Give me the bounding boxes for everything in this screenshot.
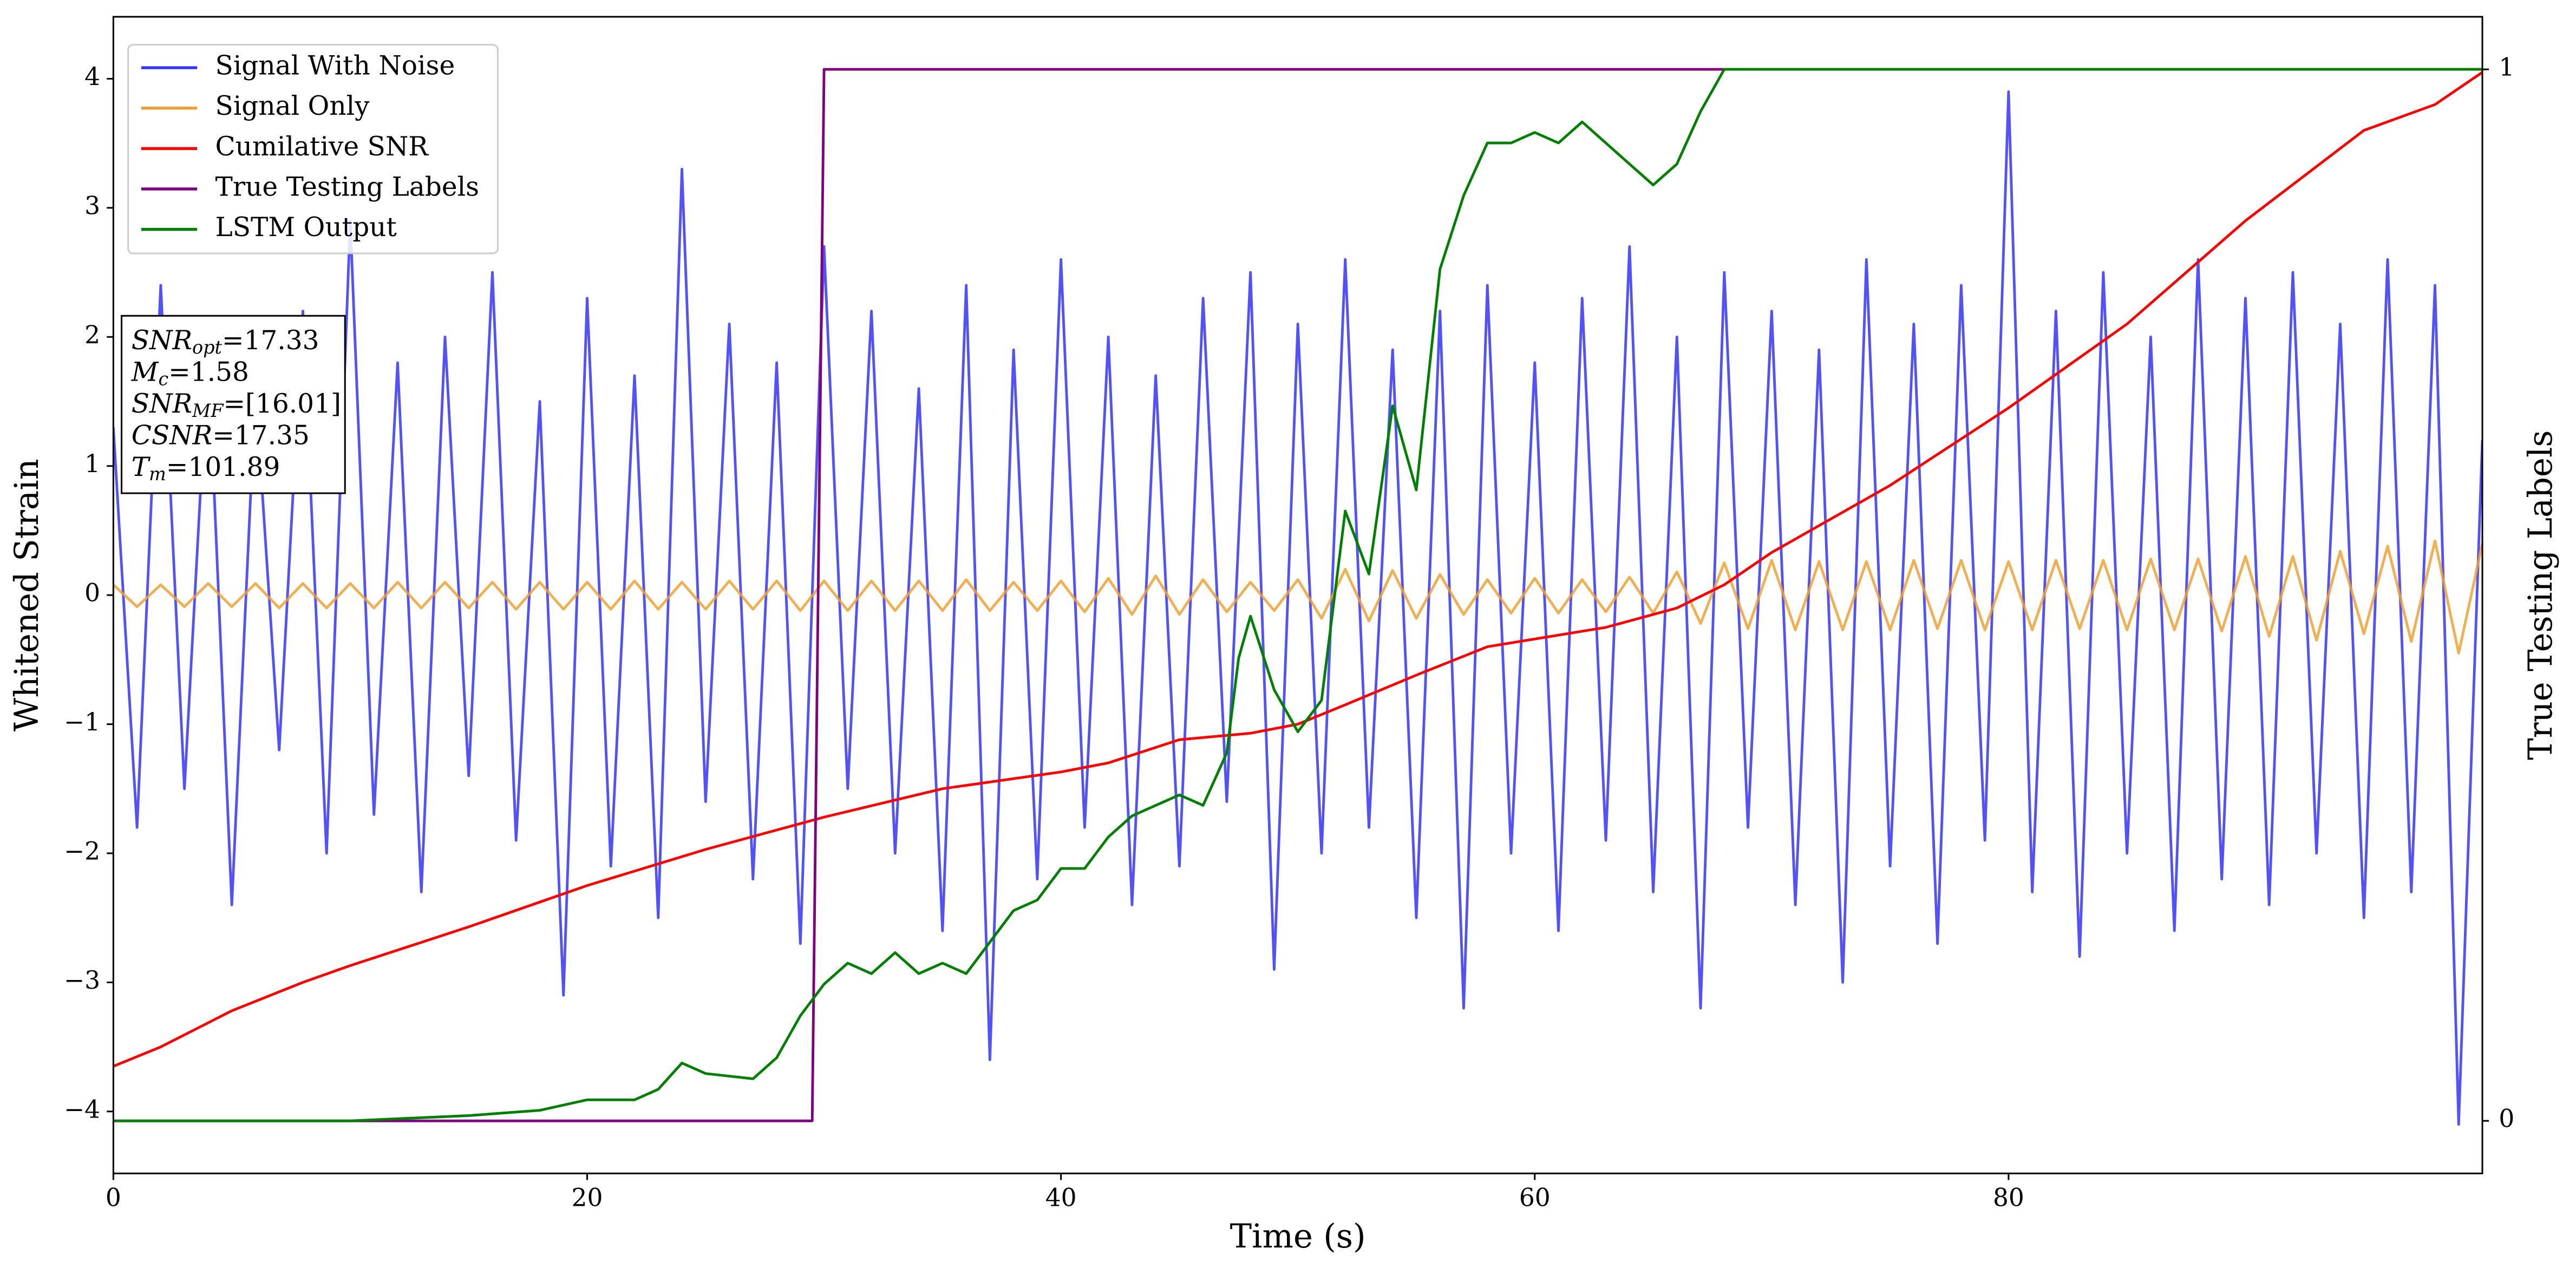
- annotation-symbol: CSNR: [132, 420, 212, 450]
- x-tick-label: 20: [572, 1183, 603, 1212]
- legend-label: Signal Only: [215, 91, 370, 121]
- y-tick-label: 0: [84, 579, 100, 607]
- x-tick-label: 40: [1045, 1183, 1077, 1212]
- x-tick-label: 0: [106, 1183, 121, 1212]
- annotation-value: =17.35: [212, 420, 310, 450]
- y-tick-label: −3: [64, 966, 100, 995]
- y-tick-label: 4: [84, 62, 100, 91]
- legend-label: True Testing Labels: [215, 172, 480, 202]
- y-tick-label: −4: [64, 1095, 100, 1123]
- annotation-symbol: SNR: [132, 325, 192, 355]
- y2-tick-label: 0: [2499, 1105, 2514, 1133]
- annotation-subscript: opt: [192, 337, 222, 358]
- legend: Signal With Noise Signal Only Cumilative S…: [127, 44, 499, 254]
- legend-label: LSTM Output: [215, 212, 397, 243]
- annotation-value: =17.33: [222, 325, 319, 355]
- y-axis-label: Whitened Strain: [8, 459, 46, 731]
- series-line: [113, 68, 2483, 1122]
- y-tick-label: −1: [64, 708, 100, 736]
- x-axis-label: Time (s): [1230, 1218, 1366, 1256]
- y-tick-label: 2: [84, 321, 100, 349]
- annotation-box: [121, 315, 346, 494]
- annotation-subscript: c: [158, 369, 168, 390]
- series-line: [113, 539, 2483, 655]
- annotation-line: SNRopt=17.33: [132, 325, 319, 358]
- series-line: [113, 68, 2483, 1122]
- annotation-symbol: T: [132, 452, 151, 482]
- y-tick-label: 1: [84, 449, 100, 478]
- annotation-symbol: M: [131, 357, 159, 387]
- annotation: SNRopt=17.33Mc=1.58SNRMF=[16.01]CSNR=17.…: [121, 315, 346, 494]
- annotation-value: =101.89: [166, 452, 280, 482]
- annotation-value: =[16.01]: [223, 388, 341, 419]
- annotation-line: SNRMF=[16.01]: [132, 388, 341, 421]
- legend-label: Cumilative SNR: [215, 132, 429, 162]
- series-line: [113, 90, 2483, 1126]
- series-line: [113, 71, 2483, 1068]
- x-tick-label: 60: [1519, 1183, 1551, 1212]
- annotation-subscript: MF: [192, 400, 224, 421]
- x-tick-label: 80: [1993, 1183, 2024, 1212]
- annotation-subscript: m: [149, 463, 166, 485]
- y2-tick-label: 1: [2499, 53, 2514, 82]
- annotation-line: Tm=101.89: [132, 452, 280, 485]
- plot-area: [113, 68, 2483, 1126]
- y-tick-label: −2: [64, 837, 100, 865]
- annotation-line: CSNR=17.35: [132, 420, 310, 450]
- y-tick-label: 3: [84, 191, 100, 220]
- annotation-symbol: SNR: [132, 388, 192, 419]
- legend-box: [127, 44, 499, 254]
- annotation-line: Mc=1.58: [131, 357, 249, 390]
- annotation-value: =1.58: [168, 357, 249, 387]
- y2-axis-label: True Testing Labels: [2522, 430, 2560, 760]
- legend-label: Signal With Noise: [215, 51, 455, 81]
